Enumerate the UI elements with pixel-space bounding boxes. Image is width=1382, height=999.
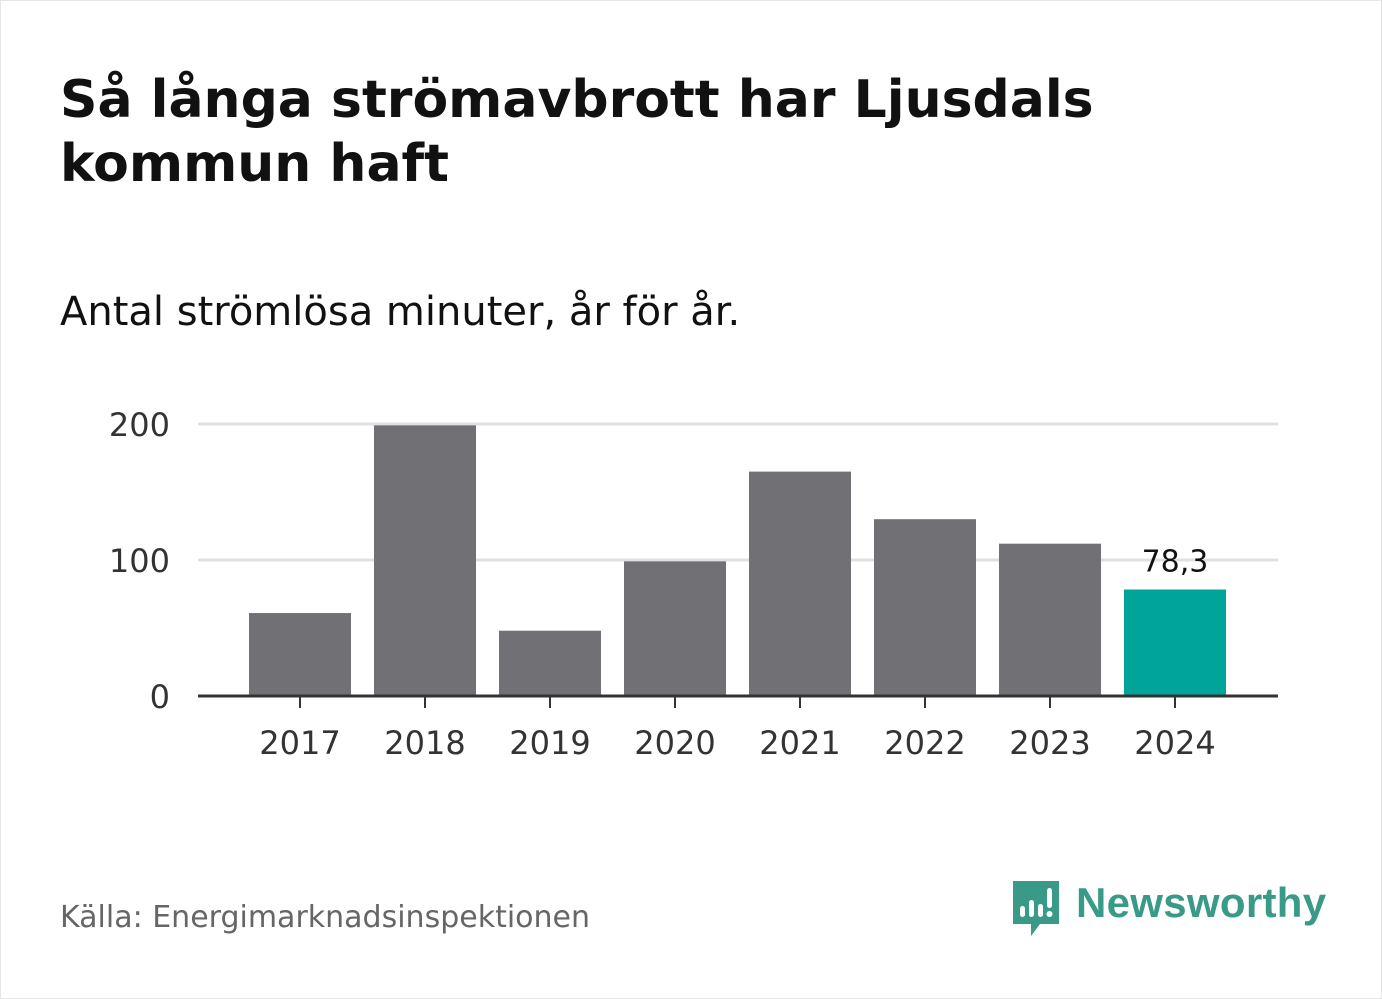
bar bbox=[749, 471, 851, 696]
bar bbox=[374, 425, 476, 696]
bar bbox=[874, 519, 976, 696]
newsworthy-logo-icon bbox=[1013, 881, 1059, 936]
x-tick-label: 2023 bbox=[1009, 724, 1090, 762]
x-tick-label: 2017 bbox=[259, 724, 340, 762]
source-note: Källa: Energimarknadsinspektionen bbox=[60, 900, 591, 935]
newsworthy-logo[interactable]: Newsworthy bbox=[1010, 878, 1326, 942]
x-tick-label: 2020 bbox=[634, 724, 715, 762]
bar bbox=[249, 613, 351, 696]
x-tick-label: 2024 bbox=[1134, 724, 1215, 762]
x-tick-label: 2018 bbox=[384, 724, 465, 762]
y-tick-label: 200 bbox=[109, 406, 170, 444]
data-label: 78,3 bbox=[1142, 545, 1209, 580]
chart-title: Så långa strömavbrott har Ljusdals kommu… bbox=[60, 70, 1094, 194]
logo-wordmark: Newsworthy bbox=[1076, 879, 1327, 926]
bar bbox=[999, 543, 1101, 696]
y-tick-label: 100 bbox=[109, 542, 170, 580]
x-tick-label: 2021 bbox=[759, 724, 840, 762]
bar bbox=[624, 561, 726, 696]
bar bbox=[499, 630, 601, 696]
y-tick-label: 0 bbox=[150, 678, 170, 716]
bar bbox=[1124, 589, 1226, 696]
bar-chart: 0 100 200 2017 2018 2019 2020 2021 2022 2023 2024 7… bbox=[109, 406, 1278, 762]
chart-subtitle: Antal strömlösa minuter, år för år. bbox=[60, 289, 741, 335]
x-tick-label: 2019 bbox=[509, 724, 590, 762]
x-tick-label: 2022 bbox=[884, 724, 965, 762]
